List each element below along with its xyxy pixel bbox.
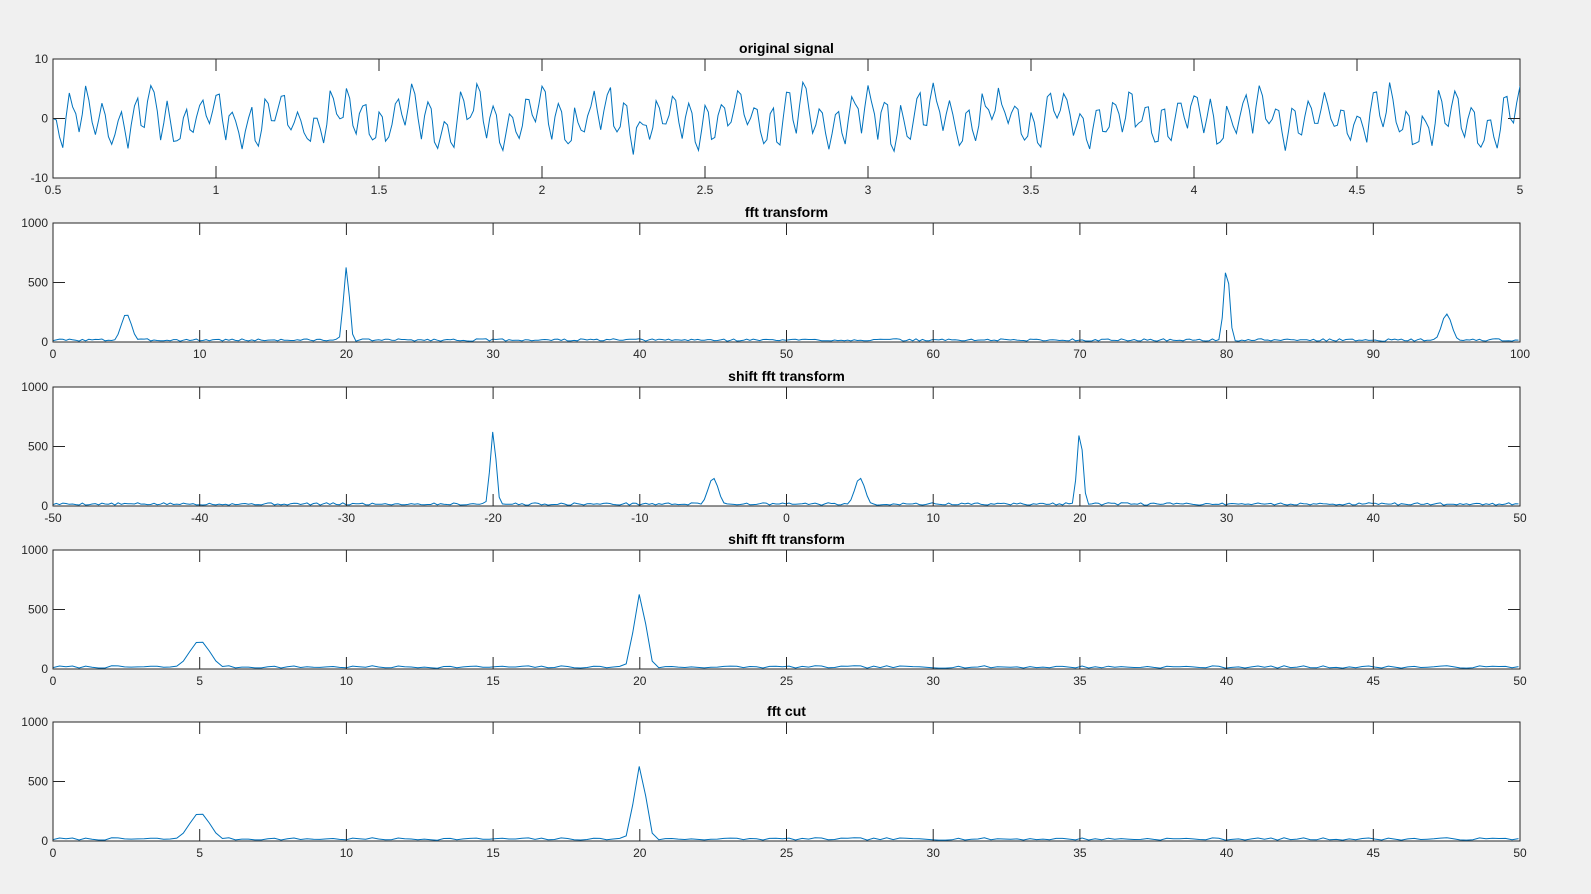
y-tick-label: 500	[28, 603, 48, 617]
x-tick-label: 0	[50, 347, 57, 361]
x-tick-label: 30	[927, 846, 941, 860]
x-tick-label: 30	[927, 674, 941, 688]
x-tick-label: 50	[1513, 674, 1527, 688]
x-tick-label: 20	[1073, 511, 1087, 525]
x-tick-label: 1	[213, 183, 220, 197]
y-tick-label: 500	[28, 276, 48, 290]
x-tick-label: 90	[1367, 347, 1381, 361]
x-tick-label: 4	[1191, 183, 1198, 197]
x-tick-label: 5	[1517, 183, 1524, 197]
x-tick-label: 20	[340, 347, 354, 361]
x-tick-label: 50	[780, 347, 794, 361]
x-tick-label: 5	[196, 846, 203, 860]
x-tick-label: 40	[633, 347, 647, 361]
x-tick-label: 80	[1220, 347, 1234, 361]
x-tick-label: 10	[340, 846, 354, 860]
x-tick-label: -50	[44, 511, 62, 525]
series-line	[53, 267, 1519, 342]
x-tick-label: 40	[1220, 674, 1234, 688]
y-tick-label: 1000	[21, 543, 48, 557]
x-tick-label: 2	[539, 183, 546, 197]
x-tick-label: 0	[783, 511, 790, 525]
y-tick-label: 1000	[21, 380, 48, 394]
x-tick-label: 35	[1073, 674, 1087, 688]
axes-box	[52, 222, 1521, 343]
x-tick-label: 3	[865, 183, 872, 197]
x-tick-label: 50	[1513, 511, 1527, 525]
x-tick-label: 0.5	[45, 183, 62, 197]
x-tick-label: 20	[633, 674, 647, 688]
y-tick-label: 1000	[21, 216, 48, 230]
x-tick-label: 50	[1513, 846, 1527, 860]
x-tick-label: 2.5	[697, 183, 714, 197]
series-line	[53, 766, 1519, 841]
x-tick-label: 0	[50, 846, 57, 860]
x-tick-label: 70	[1073, 347, 1087, 361]
x-tick-label: 20	[633, 846, 647, 860]
x-tick-label: 15	[486, 674, 500, 688]
x-tick-label: 25	[780, 674, 794, 688]
x-tick-label: 15	[486, 846, 500, 860]
chart-title: shift fft transform	[728, 531, 845, 547]
y-tick-label: 0	[41, 335, 48, 349]
x-tick-label: 1.5	[371, 183, 388, 197]
axes-box	[52, 721, 1521, 842]
x-tick-label: 40	[1220, 846, 1234, 860]
x-tick-label: 10	[340, 674, 354, 688]
x-tick-label: 3.5	[1023, 183, 1040, 197]
x-tick-label: 4.5	[1349, 183, 1366, 197]
y-tick-label: 500	[28, 440, 48, 454]
chart-title: fft transform	[745, 204, 828, 220]
x-tick-label: 35	[1073, 846, 1087, 860]
axes-box	[52, 58, 1521, 179]
y-tick-label: -10	[31, 171, 49, 185]
x-tick-label: -10	[631, 511, 649, 525]
x-tick-label: 100	[1510, 347, 1530, 361]
series-line	[53, 80, 1520, 155]
series-line	[53, 431, 1519, 506]
x-tick-label: 5	[196, 674, 203, 688]
axes-box	[52, 549, 1521, 670]
y-tick-label: 0	[41, 662, 48, 676]
subplot-1: 0.5 1 1.5 2 2.5 3 3.5 4 4.5 5 -10 0 10 original signa…	[31, 40, 1524, 197]
subplot-3: -50 -40 -30 -20 -10 0 10 20 30 40 5005001000shift …	[21, 368, 1527, 525]
chart-title: shift fft transform	[728, 368, 845, 384]
y-tick-label: 1000	[21, 715, 48, 729]
x-tick-label: 40	[1367, 511, 1381, 525]
x-tick-label: 10	[927, 511, 941, 525]
y-tick-label: 0	[41, 834, 48, 848]
x-tick-label: 30	[486, 347, 500, 361]
x-tick-label: 45	[1367, 674, 1381, 688]
x-tick-label: 45	[1367, 846, 1381, 860]
y-tick-label: 0	[41, 499, 48, 513]
x-tick-label: 60	[927, 347, 941, 361]
x-tick-label: -40	[191, 511, 209, 525]
x-tick-label: 0	[50, 674, 57, 688]
y-tick-label: 500	[28, 775, 48, 789]
chart-title: fft cut	[767, 703, 806, 719]
chart-title: original signal	[739, 40, 834, 56]
axes-box	[52, 386, 1521, 507]
x-tick-label: 10	[193, 347, 207, 361]
x-tick-label: 25	[780, 846, 794, 860]
y-tick-label: 10	[35, 52, 49, 66]
series-line	[53, 594, 1519, 669]
y-tick-label: 0	[41, 112, 48, 126]
x-tick-label: 30	[1220, 511, 1234, 525]
x-tick-label: -30	[338, 511, 356, 525]
x-tick-label: -20	[484, 511, 502, 525]
